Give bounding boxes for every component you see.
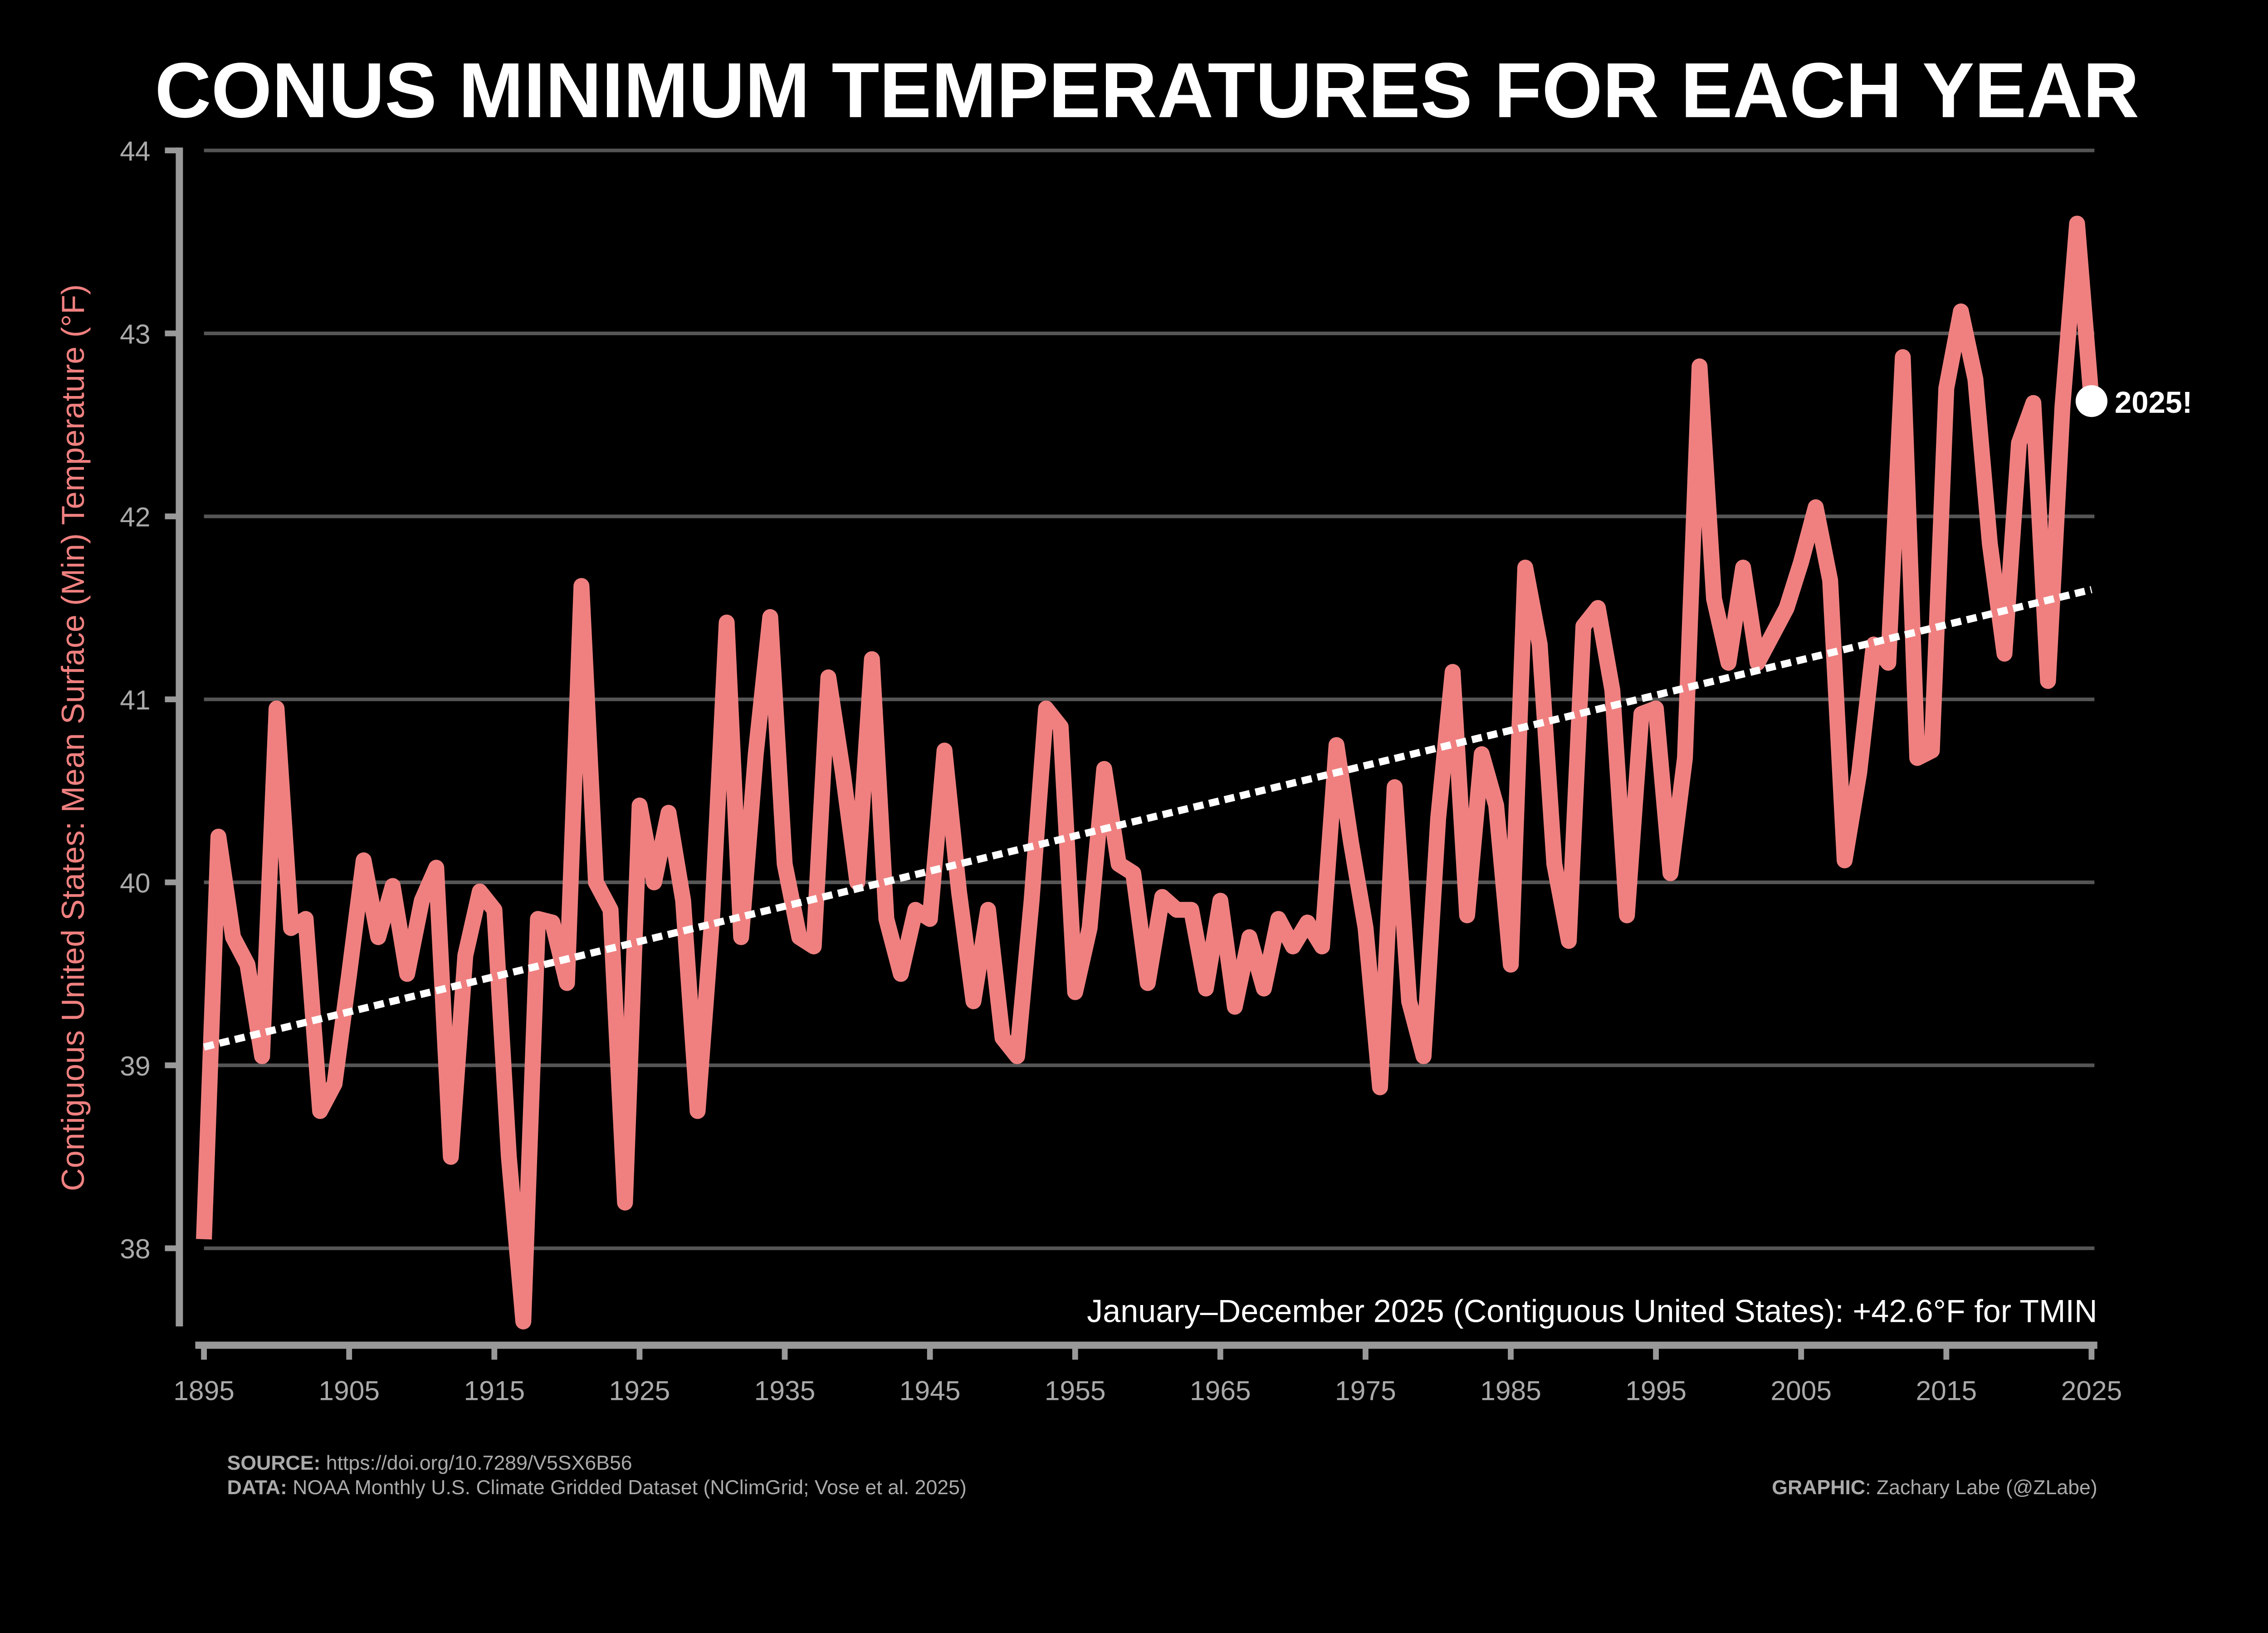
y-tick-label: 42: [120, 502, 150, 533]
x-tick-label: 2005: [1770, 1375, 1832, 1406]
annotation: January–December 2025 (Contiguous United…: [1087, 1293, 2097, 1329]
x-tick-label: 1925: [609, 1375, 670, 1406]
y-tick-label: 39: [120, 1051, 150, 1081]
x-tick-label: 1915: [464, 1375, 525, 1406]
x-tick-label: 2015: [1916, 1375, 1977, 1406]
x-tick-label: 2025: [2061, 1375, 2122, 1406]
trend-line: [203, 586, 2092, 1051]
y-tick-label: 41: [120, 684, 150, 715]
axes: [176, 147, 2097, 1349]
x-tick-label: 1945: [899, 1375, 961, 1406]
chart-title: CONUS MINIMUM TEMPERATURES FOR EACH YEAR: [155, 47, 2139, 134]
footer-graphic: GRAPHIC: Zachary Labe (@ZLabe): [1772, 1477, 2097, 1499]
footer-source: SOURCE: https://doi.org/10.7289/V5SX6B56: [227, 1452, 632, 1474]
x-tick-label: 1955: [1045, 1375, 1106, 1406]
y-tick-label: 44: [120, 136, 150, 166]
x-tick-label: 1965: [1190, 1375, 1251, 1406]
y-axis-label: Contiguous United States: Mean Surface (…: [55, 284, 91, 1191]
x-tick-label: 1995: [1625, 1375, 1686, 1406]
x-tick-label: 1905: [318, 1375, 380, 1406]
y-tick-label: 40: [120, 867, 150, 898]
temperature-line: [196, 215, 2100, 1330]
x-tick-label: 1985: [1480, 1375, 1541, 1406]
chart: CONUS MINIMUM TEMPERATURES FOR EACH YEAR…: [54, 47, 2193, 1499]
footer-data: DATA: NOAA Monthly U.S. Climate Gridded …: [227, 1477, 967, 1499]
highlight-point-2025: [2075, 385, 2108, 417]
x-tick-label: 1975: [1335, 1375, 1396, 1406]
highlight-label: 2025!: [2115, 386, 2192, 420]
x-tick-label: 1895: [173, 1375, 235, 1406]
y-tick-label: 43: [120, 318, 150, 349]
y-tick-label: 38: [120, 1233, 150, 1264]
x-tick-label: 1935: [754, 1375, 816, 1406]
